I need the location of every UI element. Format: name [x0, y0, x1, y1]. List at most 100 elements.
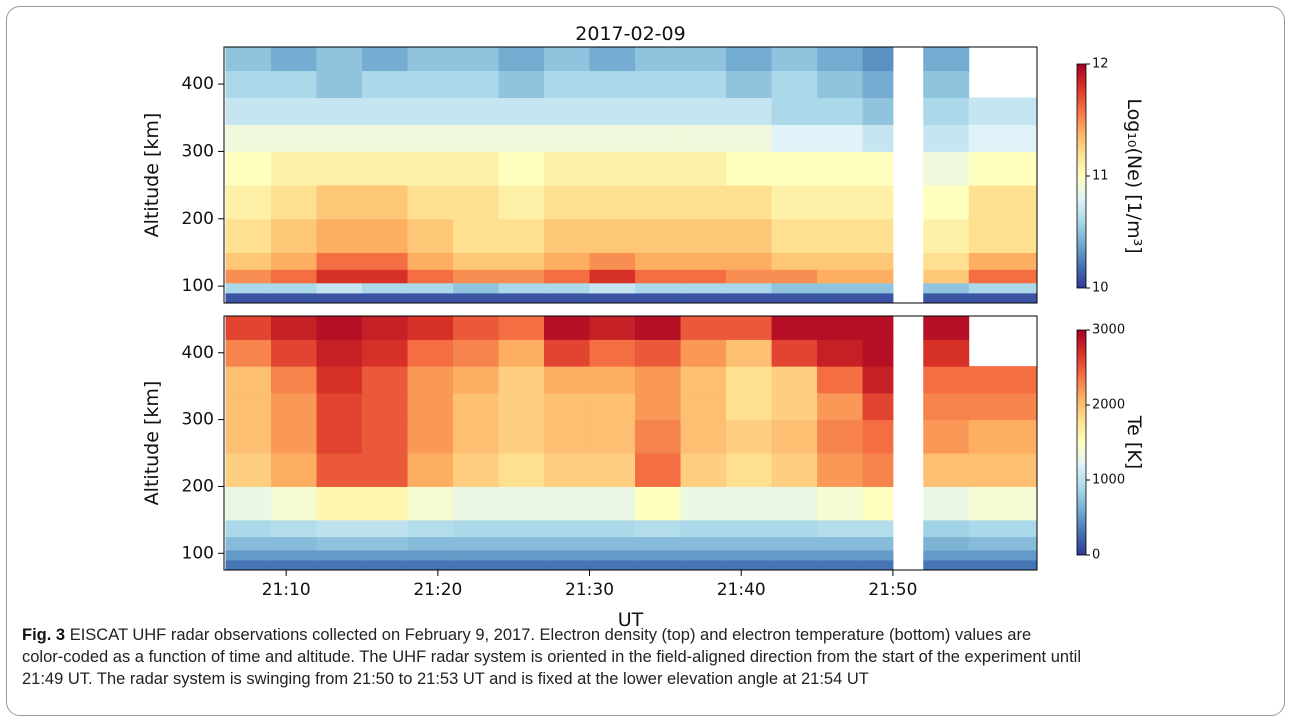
plot-frame [223, 46, 1038, 304]
heatmap-cell [817, 47, 864, 72]
heatmap-cell [225, 151, 272, 186]
heatmap-cell [271, 70, 318, 99]
heatmap-cell [407, 269, 454, 284]
heatmap-cell [726, 282, 773, 294]
heatmap-cell [498, 185, 545, 220]
heatmap-cell [498, 218, 545, 253]
heatmap-cell [726, 392, 773, 421]
heatmap-cell [407, 292, 454, 304]
heatmap-cell [817, 519, 864, 538]
heatmap-cell [589, 339, 636, 367]
heatmap-cell [498, 339, 545, 367]
heatmap-cell [968, 282, 1038, 294]
heatmap-cell [362, 185, 409, 220]
colorbar-label: Log₁₀(Ne) [1/m³] [1123, 98, 1145, 253]
heatmap-cell [771, 419, 818, 454]
heatmap-cell [498, 282, 545, 294]
heatmap-cell [407, 70, 454, 99]
heatmap-cell [635, 419, 682, 454]
heatmap-cell [362, 70, 409, 99]
heatmap-cell [453, 185, 500, 220]
heatmap-cell [726, 70, 773, 99]
colorbar [1076, 329, 1087, 556]
heatmap-cell [726, 292, 773, 304]
heatmap-cell [407, 151, 454, 186]
colorbar-tick-label: 0 [1092, 548, 1100, 563]
heatmap-cell [726, 419, 773, 454]
heatmap-cell [316, 252, 363, 270]
heatmap-cell [862, 339, 894, 367]
x-tick-label: 21:50 [868, 580, 917, 600]
x-tick-label: 21:20 [413, 580, 462, 600]
heatmap-cell [680, 316, 727, 340]
heatmap-cell [544, 316, 591, 340]
heatmap-cell [862, 292, 894, 304]
heatmap-cell [817, 392, 864, 421]
heatmap-cell [407, 339, 454, 367]
heatmap-cell [544, 185, 591, 220]
heatmap-cell [316, 453, 363, 487]
heatmap-cell [923, 151, 970, 186]
heatmap-cell [544, 339, 591, 367]
heatmap-cell [544, 282, 591, 294]
heatmap-cell [862, 316, 894, 340]
heatmap-cell [362, 392, 409, 421]
heatmap-cell [271, 269, 318, 284]
heatmap-cell [362, 316, 409, 340]
x-axis-label: UT [618, 609, 644, 631]
heatmap-cell [407, 419, 454, 454]
heatmap-cell [316, 519, 363, 538]
heatmap-cell [968, 151, 1038, 186]
heatmap-cell [271, 218, 318, 253]
heatmap-cell [407, 453, 454, 487]
heatmap-cell [589, 252, 636, 270]
heatmap-cell [589, 124, 636, 152]
heatmap-cell [862, 252, 894, 270]
heatmap-cell [771, 70, 818, 99]
heatmap-cell [680, 519, 727, 538]
heatmap-cell [407, 536, 454, 551]
heatmap-cell [635, 218, 682, 253]
heatmap-cell [316, 419, 363, 454]
heatmap-cell [726, 339, 773, 367]
heatmap-cell [453, 70, 500, 99]
heatmap-cell [589, 549, 636, 561]
caption-line: Fig. 3 EISCAT UHF radar observations col… [22, 624, 1272, 646]
heatmap-cell [316, 151, 363, 186]
heatmap-cell [362, 419, 409, 454]
heatmap-cell [680, 292, 727, 304]
heatmap-cell [862, 70, 894, 99]
heatmap-cell [923, 316, 970, 340]
heatmap-cell [498, 392, 545, 421]
heatmap-cell [589, 151, 636, 186]
heatmap-cell [589, 419, 636, 454]
heatmap-cell [271, 453, 318, 487]
heatmap-cell [968, 486, 1038, 521]
heatmap-cell [635, 536, 682, 551]
heatmap-cell [968, 269, 1038, 284]
heatmap-cell [225, 549, 272, 561]
heatmap-cell [680, 392, 727, 421]
heatmap-cell [771, 47, 818, 72]
heatmap-cell [498, 453, 545, 487]
heatmap-cell [589, 559, 636, 571]
heatmap-cell [362, 559, 409, 571]
heatmap-cell [923, 292, 970, 304]
heatmap-cell [498, 151, 545, 186]
heatmap-cell [726, 519, 773, 538]
heatmap-cell [726, 218, 773, 253]
heatmap-cell [316, 339, 363, 367]
heatmap-cell [771, 559, 818, 571]
heatmap-cell [968, 252, 1038, 270]
heatmap-cell [271, 536, 318, 551]
heatmap-cell [817, 453, 864, 487]
heatmap-cell [271, 339, 318, 367]
heatmap-cell [635, 47, 682, 72]
heatmap-cell [680, 282, 727, 294]
heatmap-cell [271, 519, 318, 538]
heatmap-cell [680, 419, 727, 454]
heatmap-cell [635, 339, 682, 367]
heatmap-cell [726, 151, 773, 186]
heatmap-cell [635, 392, 682, 421]
heatmap-cell [407, 282, 454, 294]
